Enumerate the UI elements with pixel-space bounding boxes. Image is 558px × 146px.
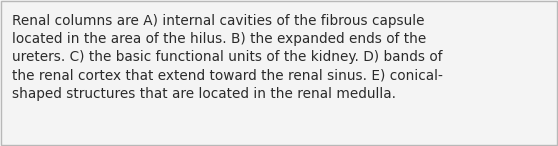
Text: Renal columns are A) internal cavities of the fibrous capsule
located in the are: Renal columns are A) internal cavities o… <box>12 14 443 101</box>
